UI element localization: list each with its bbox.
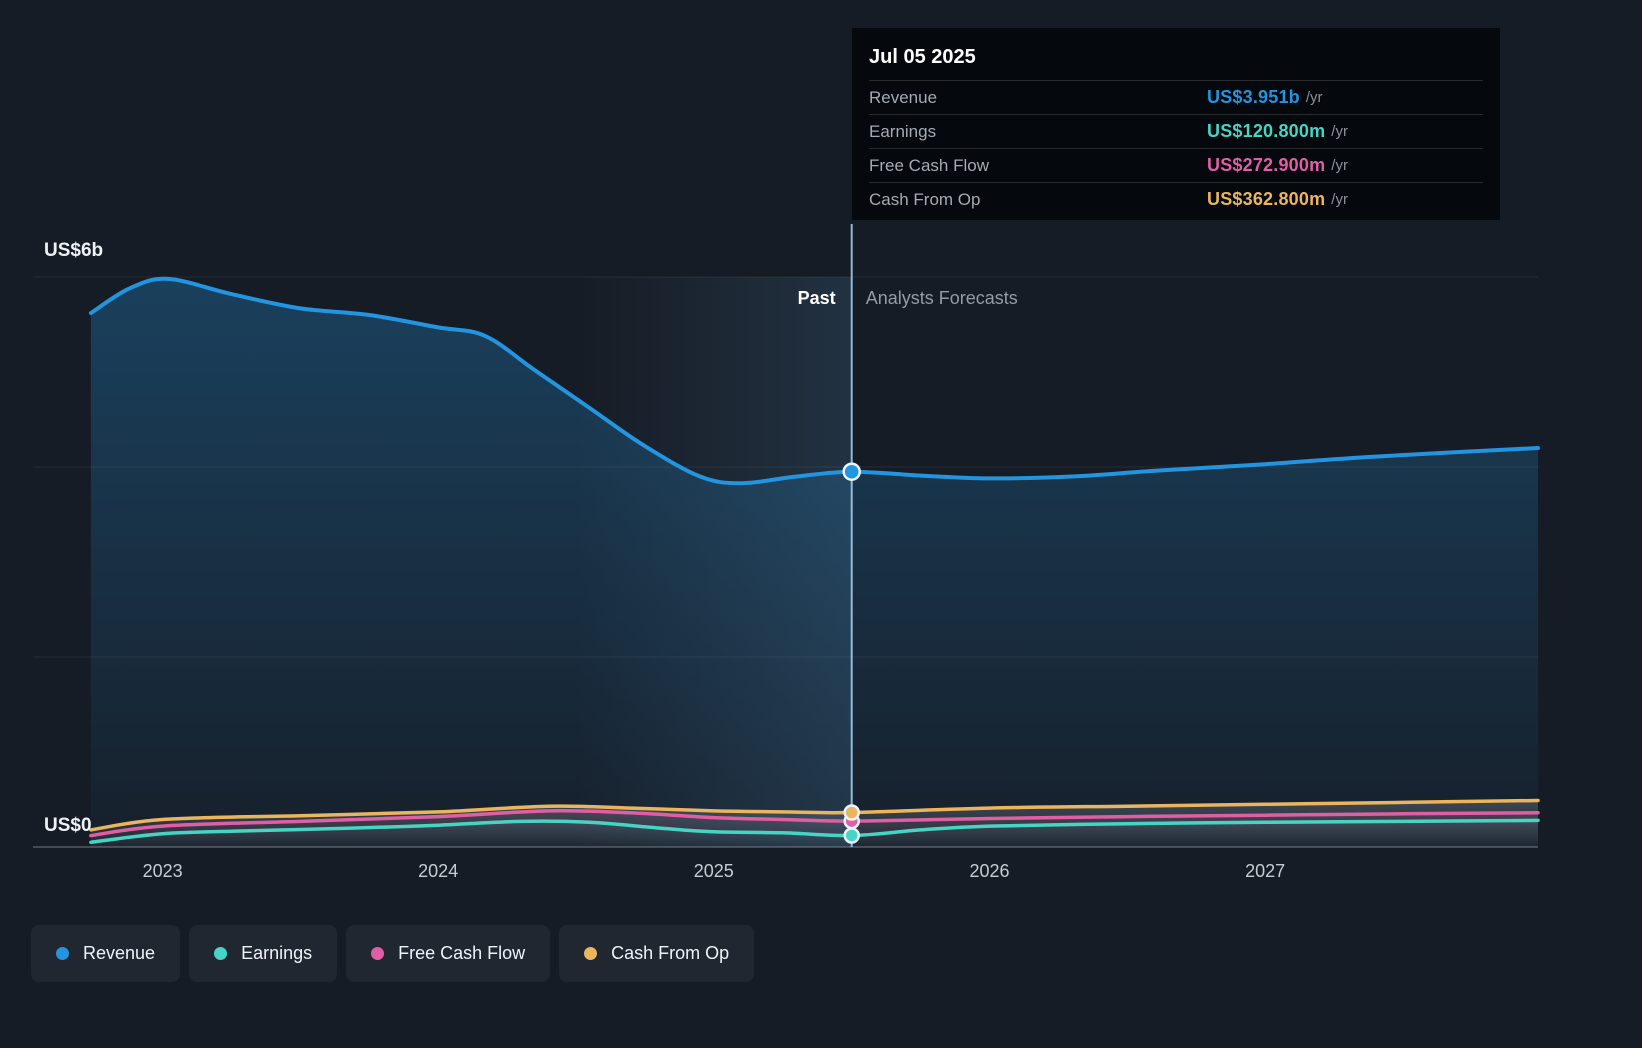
forecast-label: Analysts Forecasts <box>865 288 1018 308</box>
revenue-legend-dot-icon <box>56 947 69 960</box>
legend-item-label: Earnings <box>241 943 313 963</box>
tooltip-row-cash-from-op: Cash From Op US$362.800m /yr <box>869 182 1483 216</box>
cash-from-op-legend-dot-icon <box>584 947 598 960</box>
tooltip-row-value: US$362.800m <box>1207 189 1326 209</box>
chart-tooltip: Jul 05 2025 Revenue US$3.951b /yr Earnin… <box>852 28 1500 220</box>
tooltip-row-unit: /yr <box>1305 89 1323 106</box>
cash-from-op-line <box>89 798 1540 832</box>
past-year-highlight-band <box>576 277 852 847</box>
x-tick-label: 2023 <box>142 861 183 881</box>
revenue-line <box>88 276 1540 486</box>
past-label: Past <box>797 288 836 308</box>
tooltip-row-unit: /yr <box>1331 157 1348 174</box>
tooltip-row-label: Cash From Op <box>869 189 981 209</box>
tooltip-row-free-cash-flow: Free Cash Flow US$272.900m /yr <box>869 148 1483 182</box>
chart-plot-area[interactable] <box>0 0 1642 905</box>
legend-item-label: Cash From Op <box>611 943 730 963</box>
legend-item-cash-from-op[interactable]: Cash From Op <box>559 925 755 982</box>
legend-item-revenue[interactable]: Revenue <box>31 925 181 982</box>
chart-legend: Revenue Earnings Free Cash Flow Cash Fro… <box>31 925 755 982</box>
x-tick-label: 2024 <box>418 861 459 881</box>
x-tick-label: 2026 <box>969 861 1010 881</box>
tooltip-row-unit: /yr <box>1331 191 1348 208</box>
tooltip-row-label: Earnings <box>869 121 937 141</box>
y-axis-label-zero: US$0 <box>44 815 92 836</box>
free-cash-flow-legend-dot-icon <box>371 947 385 960</box>
tooltip-row-unit: /yr <box>1331 123 1348 140</box>
y-axis-label-top: US$6b <box>44 240 104 261</box>
tooltip-row-value: US$3.951b <box>1207 87 1300 107</box>
legend-item-earnings[interactable]: Earnings <box>189 925 338 982</box>
legend-item-label: Free Cash Flow <box>398 943 526 963</box>
tooltip-row-label: Revenue <box>869 87 938 107</box>
earnings-marker <box>843 827 860 844</box>
legend-item-label: Revenue <box>83 943 156 963</box>
tooltip-date: Jul 05 2025 <box>869 46 976 68</box>
legend-item-free-cash-flow[interactable]: Free Cash Flow <box>346 925 551 982</box>
earnings-line <box>89 818 1540 845</box>
tooltip-row-label: Free Cash Flow <box>869 155 989 175</box>
tooltip-row-revenue: Revenue US$3.951b /yr <box>869 80 1483 114</box>
x-tick-label: 2027 <box>1245 861 1286 881</box>
tooltip-row-value: US$272.900m <box>1207 155 1326 175</box>
earnings-legend-dot-icon <box>214 947 228 960</box>
tooltip-row-earnings: Earnings US$120.800m /yr <box>869 114 1483 148</box>
free-cash-flow-line <box>89 809 1540 838</box>
revenue-marker <box>842 462 861 481</box>
cash-from-op-marker <box>843 804 860 821</box>
tooltip-row-value: US$120.800m <box>1207 121 1326 141</box>
x-tick-label: 2025 <box>693 861 734 881</box>
